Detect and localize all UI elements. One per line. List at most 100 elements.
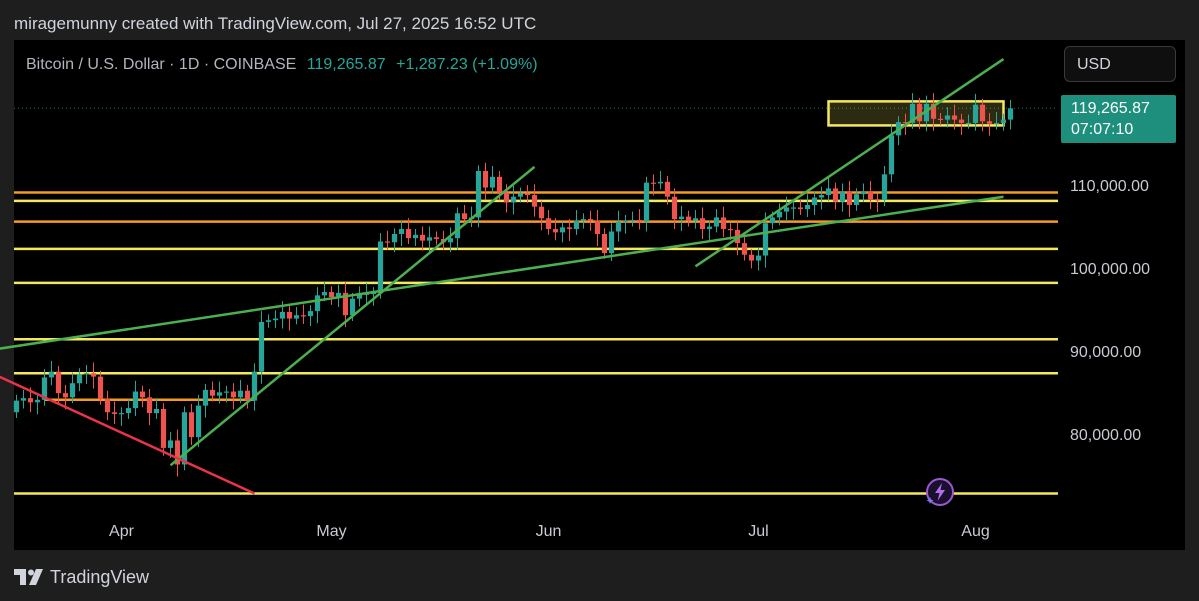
candle-body (132, 391, 139, 409)
symbol-header: Bitcoin / U.S. Dollar · 1D · COINBASE 11… (26, 56, 538, 74)
candle-body (20, 398, 27, 401)
currency-button[interactable]: USD (1064, 46, 1176, 82)
candle-body (13, 400, 20, 413)
candle-body (356, 294, 363, 299)
candle-body (496, 176, 503, 193)
candle-body (230, 391, 237, 398)
candle-body (552, 229, 559, 233)
candle-body (153, 408, 160, 414)
symbol-price: 119,265.87 (306, 56, 386, 73)
candle-body (433, 237, 440, 239)
candle-body (174, 440, 181, 465)
candle-body (244, 390, 251, 401)
candle-body (517, 193, 524, 197)
candle-body (146, 397, 153, 414)
candle-body (986, 121, 993, 124)
candle-body (139, 391, 146, 398)
candle-body (258, 321, 265, 372)
candle-body (643, 182, 650, 222)
candle-body (76, 374, 83, 384)
candle-body (62, 393, 69, 398)
candle-body (279, 311, 286, 319)
candle-body (566, 227, 573, 230)
candle-body (650, 182, 657, 184)
candle-body (741, 243, 748, 255)
candle-body (391, 234, 398, 243)
candle-body (755, 255, 762, 261)
candle-body (328, 292, 335, 298)
lightning-alert-icon[interactable] (924, 476, 956, 508)
candle-body (69, 383, 76, 398)
candle-body (636, 219, 643, 222)
candle-body (874, 199, 881, 201)
attribution-text: miragemunny created with TradingView.com… (14, 14, 537, 33)
candle-body (97, 376, 104, 399)
candle-body (202, 389, 209, 406)
candle-body (384, 241, 391, 243)
candle-body (790, 207, 797, 209)
candle-body (111, 412, 118, 414)
tradingview-logo-text[interactable]: TradingView (50, 566, 150, 587)
candle-body (83, 373, 90, 375)
x-tick-label: May (316, 523, 346, 540)
candle-body (811, 197, 818, 205)
candle-body (377, 241, 384, 293)
tradingview-logo-icon[interactable] (14, 569, 44, 585)
candle-body (293, 315, 300, 319)
candle-body (27, 398, 34, 403)
candle-body (706, 226, 713, 230)
x-tick-label: Apr (109, 523, 135, 540)
candle-body (797, 207, 804, 210)
candle-body (965, 122, 972, 125)
candle-body (839, 191, 846, 202)
candle-body (664, 181, 671, 197)
x-tick-label: Jun (536, 523, 562, 540)
candle-body (587, 219, 594, 221)
candle-body (300, 315, 307, 317)
candle-body (916, 103, 923, 122)
candle-body (601, 234, 608, 254)
candle-body (503, 192, 510, 203)
candle-body (727, 229, 734, 231)
candle-body (237, 390, 244, 398)
candle-body (853, 194, 860, 205)
candle-body (881, 174, 888, 201)
candle-body (832, 188, 839, 202)
symbol-change: +1,287.23 (+1.09%) (396, 56, 538, 73)
y-tick-label: 110,000.00 (1070, 178, 1149, 195)
candle-body (216, 392, 223, 396)
candle-body (398, 229, 405, 235)
candle-body (944, 115, 951, 120)
candle-body (349, 298, 356, 316)
candle-body (951, 115, 958, 120)
candle-body (559, 227, 566, 233)
candle-body (90, 373, 97, 377)
candle-body (419, 234, 426, 241)
candle-body (454, 213, 461, 239)
candle-body (34, 399, 41, 403)
candle-body (573, 220, 580, 230)
last-price-value: 119,265.87 (1071, 100, 1150, 117)
candle-body (958, 119, 965, 123)
candle-body (580, 219, 587, 221)
candle-body (972, 104, 979, 123)
candle-body (475, 171, 482, 218)
candle-body (223, 391, 230, 393)
candle-body (699, 218, 706, 230)
candle-body (118, 413, 125, 415)
trendline-0 (0, 195, 1004, 350)
trendline-3 (0, 375, 256, 495)
candle-body (923, 103, 930, 122)
candle-body (993, 122, 1000, 125)
candle-body (181, 412, 188, 465)
candle-body (671, 196, 678, 220)
candle-body (692, 218, 699, 221)
candle-body (482, 171, 489, 188)
candle-body (160, 408, 167, 448)
candle-body (510, 196, 517, 203)
candle-body (286, 311, 293, 319)
candle-body (804, 204, 811, 210)
candle-body (405, 229, 412, 239)
last-price-badge: 119,265.87 07:07:10 (1061, 95, 1176, 143)
